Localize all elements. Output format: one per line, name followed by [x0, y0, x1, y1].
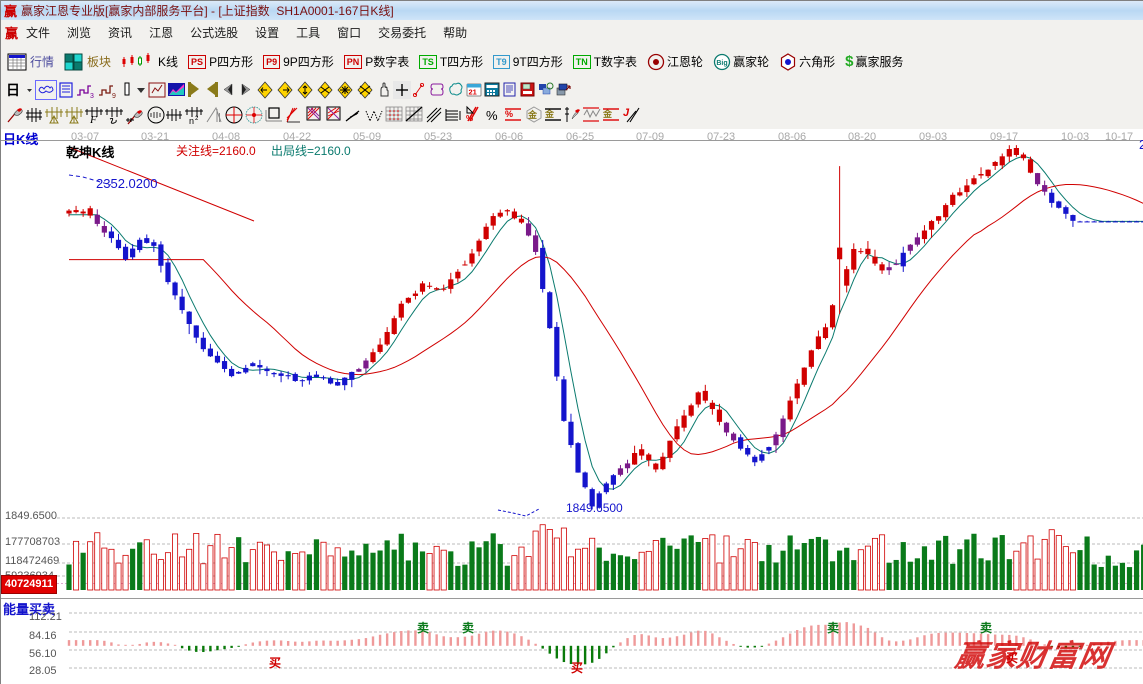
svg-text:%: %: [505, 109, 513, 119]
svg-text:n: n: [189, 116, 194, 125]
svg-text:J: J: [623, 107, 630, 119]
svg-text:Big: Big: [716, 60, 727, 67]
svg-text:%: %: [466, 114, 473, 123]
svg-text:%: %: [486, 108, 498, 123]
svg-text:2: 2: [195, 116, 199, 122]
svg-text:3: 3: [90, 93, 94, 99]
svg-text:日: 日: [6, 82, 20, 98]
svg-text:F: F: [89, 114, 97, 125]
svg-text:9: 9: [112, 93, 116, 99]
svg-text:21: 21: [469, 87, 477, 96]
svg-text:金: 金: [527, 109, 538, 120]
